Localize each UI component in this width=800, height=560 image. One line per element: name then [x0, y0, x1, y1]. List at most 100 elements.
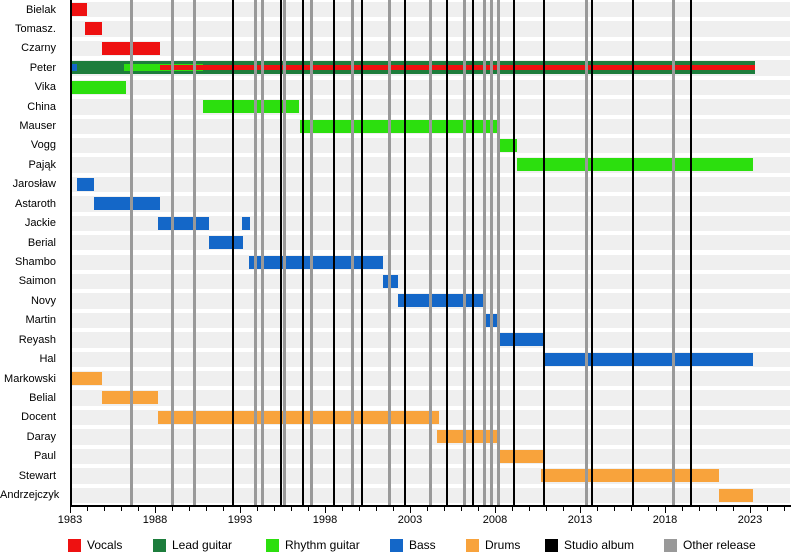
member-label: Hal [39, 353, 56, 366]
minor-tick [104, 507, 105, 511]
minor-tick [546, 507, 547, 511]
member-label: Docent [21, 411, 56, 424]
timeline-bar-bass [209, 236, 244, 250]
minor-tick [682, 507, 683, 511]
timeline-bar-rhythm_guitar [517, 158, 754, 172]
legend-label: Bass [409, 538, 436, 552]
legend-swatch-studio_album [545, 539, 558, 552]
legend-label: Other release [683, 538, 756, 552]
other-release-line [388, 0, 392, 505]
legend-label: Drums [485, 538, 521, 552]
member-label: Markowski [4, 372, 56, 385]
minor-tick [563, 507, 564, 511]
other-release-line [192, 0, 196, 505]
minor-tick [274, 507, 275, 511]
minor-tick [87, 507, 88, 511]
timeline-bar-drums [719, 488, 754, 502]
timeline-bar-rhythm_guitar [202, 100, 300, 114]
timeline-bar-drums [540, 469, 720, 483]
member-label: Mauser [19, 120, 56, 133]
timeline-bar-vocals [70, 3, 87, 16]
member-label: Berial [27, 236, 56, 249]
legend: Vocals Lead guitar Rhythm guitar Bass Drums S… [0, 538, 800, 558]
other-release-line [170, 0, 174, 505]
legend-label: Vocals [87, 538, 123, 552]
timeline-bar-rhythm_guitar [496, 138, 518, 152]
member-label: Shambo [15, 256, 56, 268]
member-label: Tomasz. [15, 22, 56, 35]
timeline-bar-bass [70, 64, 77, 72]
axis-tick-label: 2018 [652, 514, 678, 526]
other-release-line [462, 0, 466, 505]
other-release-line [309, 0, 313, 505]
timeline-bar-bass [542, 352, 754, 366]
studio-album-line [403, 0, 406, 505]
member-label: Peter [29, 61, 56, 74]
other-release-line [282, 0, 286, 505]
timeline-bar-bass [158, 216, 210, 230]
member-label: Novy [30, 294, 56, 307]
minor-tick [223, 507, 224, 511]
timeline-bar-rhythm_guitar [70, 80, 127, 94]
studio-album-line [590, 0, 593, 505]
timeline-bar-drums [437, 430, 497, 444]
other-release-line [483, 0, 487, 505]
other-release-line [260, 0, 264, 505]
studio-album-line [279, 0, 282, 505]
legend-swatch-lead_guitar [153, 539, 166, 552]
axis-tick-label: 1993 [227, 514, 253, 526]
timeline-bar-bass [248, 255, 383, 269]
timeline-bar-bass [93, 197, 161, 211]
timeline-bar-bass [498, 333, 543, 347]
minor-tick [138, 507, 139, 511]
minor-tick [189, 507, 190, 511]
major-tick [240, 507, 241, 513]
minor-tick [291, 507, 292, 511]
other-release-line [253, 0, 257, 505]
legend-swatch-drums [466, 539, 479, 552]
other-release-line [585, 0, 589, 505]
minor-tick [342, 507, 343, 511]
timeline-bar-bass [241, 216, 251, 230]
timeline-bar-drums [71, 372, 103, 386]
timeline-bar-drums [158, 410, 439, 424]
legend-swatch-bass [390, 539, 403, 552]
minor-tick [461, 507, 462, 511]
studio-album-line [689, 0, 692, 505]
major-tick [70, 507, 71, 513]
other-release-line [672, 0, 675, 505]
major-tick [665, 507, 666, 513]
member-label: Pająk [28, 158, 56, 171]
minor-tick [444, 507, 445, 511]
member-label: Jackie [24, 217, 56, 230]
major-tick [580, 507, 581, 513]
member-label: Paul [33, 450, 56, 463]
studio-album-line [512, 0, 515, 505]
member-label: Andrzejczyk [0, 489, 60, 502]
studio-album-line [301, 0, 304, 505]
plot-left-border [70, 0, 72, 505]
studio-album-line [446, 0, 449, 505]
minor-tick [359, 507, 360, 511]
minor-tick [121, 507, 122, 511]
studio-album-line [543, 0, 546, 505]
studio-album-line [631, 0, 634, 505]
other-release-line [428, 0, 432, 505]
member-label: China [27, 100, 56, 113]
other-release-line [490, 0, 494, 505]
timeline-bar-drums [496, 449, 543, 463]
major-tick [155, 507, 156, 513]
minor-tick [733, 507, 734, 511]
legend-label: Studio album [564, 538, 635, 552]
minor-tick [206, 507, 207, 511]
timeline-bar-vocals [85, 22, 103, 36]
minor-tick [427, 507, 428, 511]
minor-tick [614, 507, 615, 511]
minor-tick [648, 507, 649, 511]
major-tick [750, 507, 751, 513]
minor-tick [529, 507, 530, 511]
member-labels: Bielak Tomasz. Czarny Peter Vika China Mauser V… [0, 0, 62, 505]
member-label: Stewart [18, 469, 56, 482]
minor-tick [512, 507, 513, 511]
timeline-bar-bass [76, 177, 94, 191]
